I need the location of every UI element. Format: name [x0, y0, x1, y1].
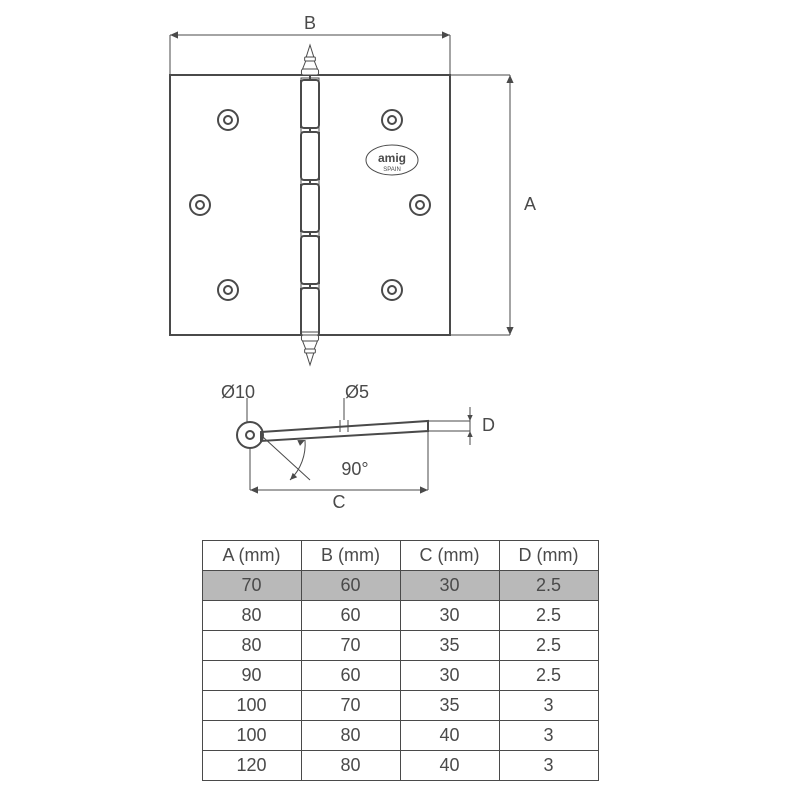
svg-text:Ø5: Ø5 [345, 382, 369, 402]
col-header: D (mm) [499, 541, 598, 571]
svg-text:B: B [304, 13, 316, 33]
table-row: 8070352.5 [202, 631, 598, 661]
table-row: 7060302.5 [202, 571, 598, 601]
table-row: 10070353 [202, 691, 598, 721]
table-row: 12080403 [202, 751, 598, 781]
dimensions-table: A (mm)B (mm)C (mm)D (mm)7060302.58060302… [202, 540, 599, 781]
col-header: B (mm) [301, 541, 400, 571]
svg-text:90°: 90° [341, 459, 368, 479]
svg-text:A: A [524, 194, 536, 214]
col-header: C (mm) [400, 541, 499, 571]
table-row: 9060302.5 [202, 661, 598, 691]
hinge-drawing: amig SPAIN B A 90° Ø5 Ø10 C D [0, 0, 800, 540]
svg-text:C: C [333, 492, 346, 512]
col-header: A (mm) [202, 541, 301, 571]
svg-text:Ø10: Ø10 [221, 382, 255, 402]
svg-text:SPAIN: SPAIN [383, 167, 401, 173]
svg-text:D: D [482, 415, 495, 435]
table-row: 8060302.5 [202, 601, 598, 631]
table-row: 10080403 [202, 721, 598, 751]
svg-text:amig: amig [378, 151, 406, 165]
